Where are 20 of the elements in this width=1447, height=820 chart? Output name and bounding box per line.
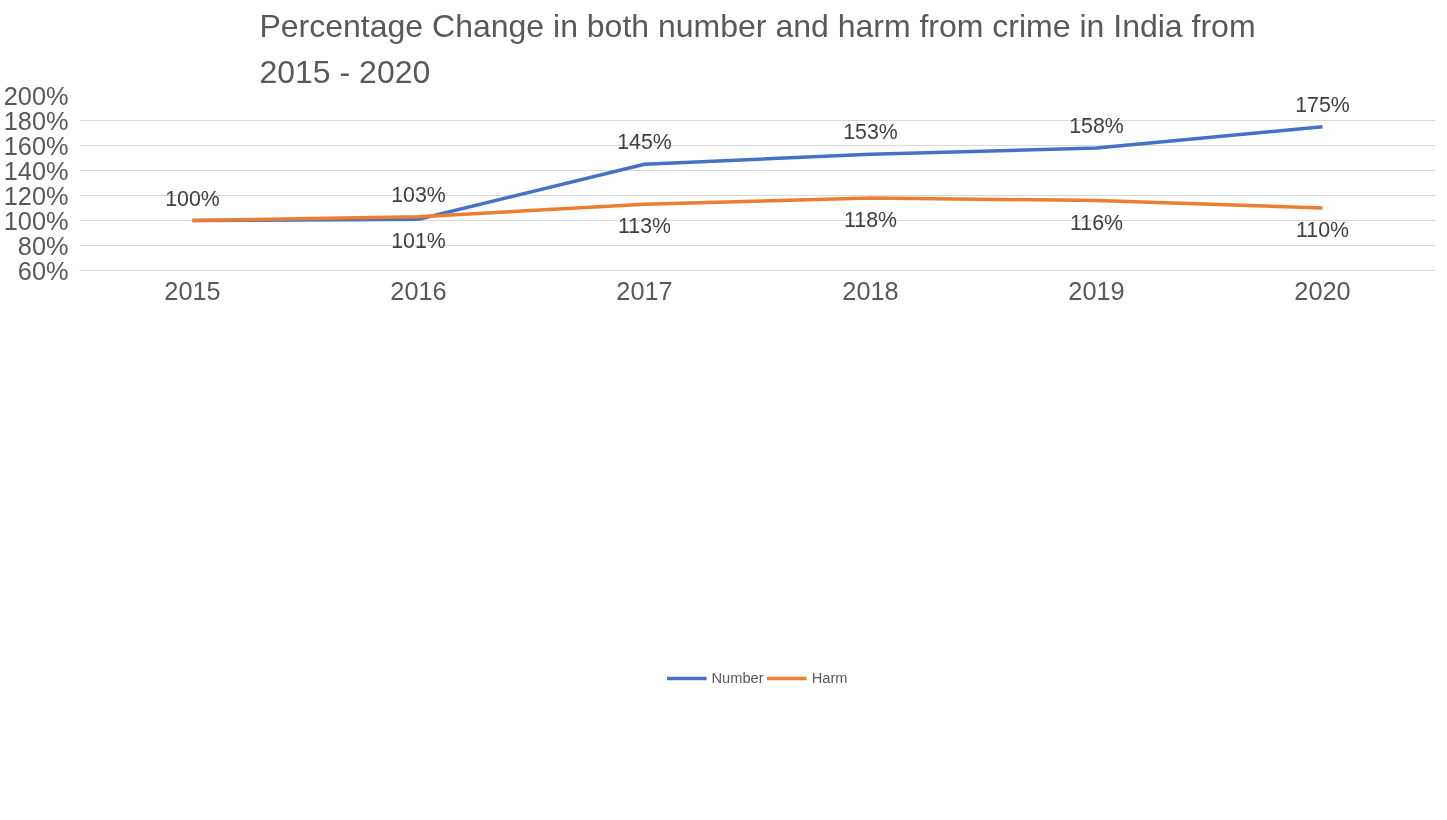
x-tick-label: 2016 — [390, 276, 447, 305]
x-tick-label: 2018 — [842, 276, 899, 305]
x-tick-label: 2020 — [1294, 276, 1351, 305]
data-label: 175% — [1295, 92, 1350, 117]
data-label: 113% — [618, 214, 672, 239]
x-tick-label: 2019 — [1068, 276, 1125, 305]
x-tick-label: 2017 — [616, 276, 673, 305]
data-label: 110% — [1296, 218, 1350, 242]
data-label: 116% — [1070, 210, 1124, 235]
data-label: 103% — [391, 182, 446, 207]
data-label: 158% — [1069, 114, 1124, 138]
legend-label: Harm — [811, 670, 848, 686]
chart-title: Percentage Change in both number and harm from crime in India from 2015 - 2020 — [259, 7, 1256, 91]
x-tick-label: 2015 — [164, 276, 221, 305]
data-label: 153% — [843, 120, 898, 145]
data-label: 145% — [617, 130, 672, 155]
legend-label: Number — [711, 670, 764, 686]
data-label: 118% — [844, 208, 898, 232]
data-label: 101% — [391, 229, 446, 254]
data-label: 100% — [165, 186, 220, 211]
